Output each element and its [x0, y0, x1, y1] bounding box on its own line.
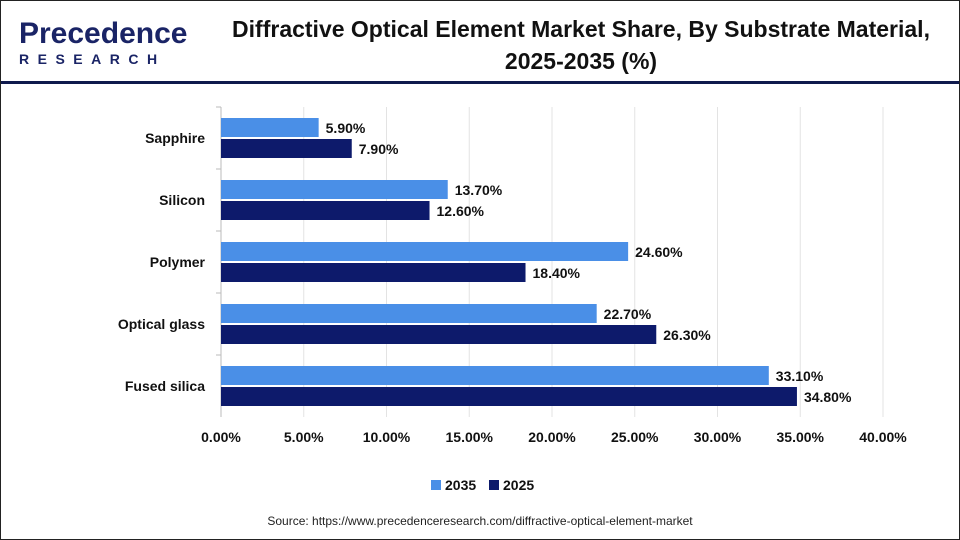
x-tick-label: 15.00%: [446, 429, 494, 445]
bar-2025: [221, 201, 430, 220]
x-tick-label: 0.00%: [201, 429, 241, 445]
data-label: 22.70%: [604, 306, 652, 322]
data-label: 26.30%: [663, 327, 711, 343]
bar-2035: [221, 242, 629, 261]
category-label: Fused silica: [125, 378, 205, 394]
category-label: Optical glass: [118, 316, 205, 332]
data-label: 5.90%: [326, 120, 366, 136]
header-divider: [1, 81, 959, 84]
x-tick-label: 30.00%: [694, 429, 742, 445]
x-tick-label: 5.00%: [284, 429, 324, 445]
data-label: 34.80%: [804, 389, 852, 405]
legend-swatch: [431, 480, 441, 490]
x-tick-label: 35.00%: [777, 429, 825, 445]
logo-subtitle: RESEARCH: [19, 51, 166, 67]
x-tick-label: 40.00%: [859, 429, 907, 445]
category-label: Silicon: [159, 192, 205, 208]
x-tick-label: 25.00%: [611, 429, 659, 445]
legend-swatch: [489, 480, 499, 490]
legend-label: 2035: [445, 477, 476, 493]
source-note: Source: https://www.precedenceresearch.c…: [267, 514, 693, 528]
logo: Precedence RESEARCH: [19, 17, 188, 68]
bar-2035: [221, 304, 597, 323]
data-label: 12.60%: [437, 203, 485, 219]
bar-2025: [221, 263, 526, 282]
bar-2025: [221, 139, 352, 158]
category-label: Sapphire: [145, 130, 205, 146]
x-tick-label: 10.00%: [363, 429, 411, 445]
bar-2035: [221, 366, 769, 385]
bar-2025: [221, 387, 797, 406]
data-label: 13.70%: [455, 182, 503, 198]
data-label: 18.40%: [533, 265, 581, 281]
data-label: 7.90%: [359, 141, 399, 157]
data-label: 33.10%: [776, 368, 824, 384]
bar-2035: [221, 180, 448, 199]
legend-label: 2025: [503, 477, 534, 493]
category-label: Polymer: [150, 254, 206, 270]
logo-wordmark: Precedence: [19, 17, 188, 50]
bar-2035: [221, 118, 319, 137]
chart-title: Diffractive Optical Element Market Share…: [232, 16, 930, 74]
bar-2025: [221, 325, 657, 344]
x-tick-label: 20.00%: [528, 429, 576, 445]
data-label: 24.60%: [635, 244, 683, 260]
